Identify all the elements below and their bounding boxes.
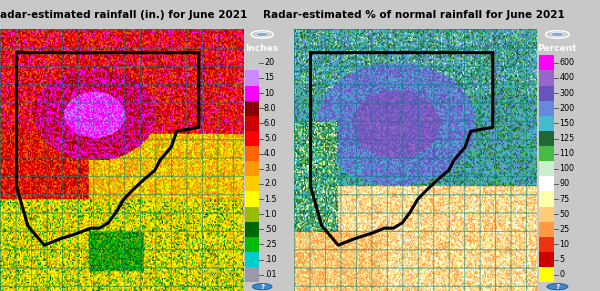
Text: ?: ? bbox=[556, 284, 559, 290]
Text: 75: 75 bbox=[559, 195, 569, 203]
Text: 110: 110 bbox=[559, 149, 574, 158]
Bar bbox=[245, 86, 259, 101]
Circle shape bbox=[547, 283, 568, 290]
Text: 2.0: 2.0 bbox=[264, 180, 277, 188]
Text: 200: 200 bbox=[559, 104, 574, 113]
Bar bbox=[245, 116, 259, 131]
Text: 50: 50 bbox=[559, 210, 569, 219]
Bar bbox=[539, 101, 554, 116]
Bar bbox=[245, 146, 259, 161]
Text: .10: .10 bbox=[264, 255, 277, 264]
Bar bbox=[245, 191, 259, 207]
Bar bbox=[245, 207, 259, 222]
Bar bbox=[539, 131, 554, 146]
Text: ?: ? bbox=[260, 284, 264, 290]
Text: 125: 125 bbox=[559, 134, 575, 143]
Text: 8.0: 8.0 bbox=[264, 104, 277, 113]
Text: 90: 90 bbox=[559, 180, 569, 188]
Text: .01: .01 bbox=[264, 270, 277, 279]
Text: 10: 10 bbox=[559, 240, 569, 249]
Bar bbox=[539, 55, 554, 70]
Text: 400: 400 bbox=[559, 74, 574, 82]
Text: 1.5: 1.5 bbox=[264, 195, 277, 203]
Bar bbox=[245, 237, 259, 252]
Text: 10: 10 bbox=[264, 89, 274, 97]
Bar bbox=[245, 161, 259, 176]
Bar bbox=[245, 222, 259, 237]
Bar bbox=[539, 176, 554, 191]
Bar bbox=[245, 101, 259, 116]
Bar bbox=[539, 86, 554, 101]
Bar bbox=[245, 55, 259, 70]
Text: 100: 100 bbox=[559, 164, 574, 173]
Bar bbox=[539, 207, 554, 222]
Text: 4.0: 4.0 bbox=[264, 149, 277, 158]
Text: 5.0: 5.0 bbox=[264, 134, 277, 143]
Text: 3.0: 3.0 bbox=[264, 164, 277, 173]
Bar bbox=[245, 131, 259, 146]
Text: 20: 20 bbox=[264, 58, 274, 67]
Bar bbox=[245, 176, 259, 191]
Bar bbox=[245, 70, 259, 86]
Text: 15: 15 bbox=[264, 74, 274, 82]
Text: 300: 300 bbox=[559, 89, 574, 97]
Text: 0: 0 bbox=[559, 270, 564, 279]
Text: 5: 5 bbox=[559, 255, 565, 264]
Bar bbox=[539, 267, 554, 282]
Bar bbox=[245, 267, 259, 282]
Bar bbox=[539, 252, 554, 267]
Text: Radar-estimated rainfall (in.) for June 2021: Radar-estimated rainfall (in.) for June … bbox=[0, 10, 248, 19]
Circle shape bbox=[253, 283, 272, 290]
Text: Inches: Inches bbox=[245, 44, 279, 53]
Bar bbox=[539, 161, 554, 176]
Text: Radar-estimated % of normal rainfall for June 2021: Radar-estimated % of normal rainfall for… bbox=[263, 10, 565, 19]
Circle shape bbox=[256, 32, 268, 37]
Text: .50: .50 bbox=[264, 225, 277, 234]
Text: 6.0: 6.0 bbox=[264, 119, 277, 128]
Text: 600: 600 bbox=[559, 58, 574, 67]
Bar bbox=[539, 237, 554, 252]
Bar bbox=[539, 70, 554, 86]
Text: 1.0: 1.0 bbox=[264, 210, 277, 219]
Bar bbox=[539, 191, 554, 207]
Text: .25: .25 bbox=[264, 240, 277, 249]
Bar bbox=[539, 222, 554, 237]
Text: Percent: Percent bbox=[538, 44, 577, 53]
Text: 150: 150 bbox=[559, 119, 574, 128]
Text: 25: 25 bbox=[559, 225, 569, 234]
Bar bbox=[539, 116, 554, 131]
Circle shape bbox=[551, 32, 564, 37]
Bar bbox=[539, 146, 554, 161]
Bar bbox=[245, 252, 259, 267]
